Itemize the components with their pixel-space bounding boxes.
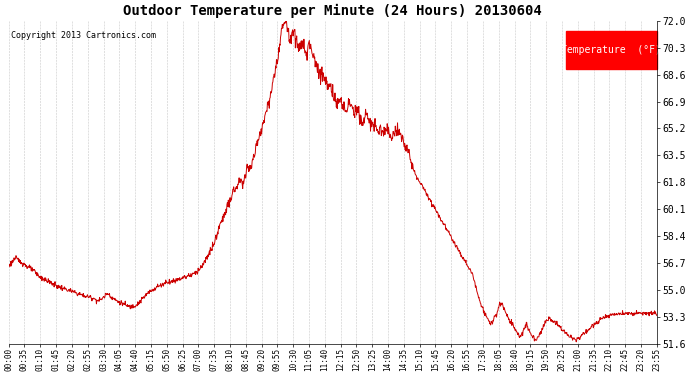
Line: Temperature  (°F): Temperature (°F)	[9, 20, 657, 342]
Text: Temperature  (°F): Temperature (°F)	[562, 45, 661, 55]
FancyBboxPatch shape	[566, 30, 657, 69]
Temperature  (°F)	[596, 315, 604, 320]
Temperature  (°F)	[148, 288, 156, 292]
Temperature  (°F)	[5, 265, 13, 270]
Temperature  (°F)	[275, 45, 283, 50]
Temperature  (°F)	[572, 340, 580, 344]
Temperature  (°F)	[282, 18, 290, 22]
Title: Outdoor Temperature per Minute (24 Hours) 20130604: Outdoor Temperature per Minute (24 Hours…	[124, 4, 542, 18]
Temperature  (°F)	[653, 313, 661, 318]
Text: Copyright 2013 Cartronics.com: Copyright 2013 Cartronics.com	[10, 30, 156, 39]
Temperature  (°F)	[259, 122, 267, 126]
Temperature  (°F)	[540, 324, 548, 329]
Temperature  (°F)	[433, 209, 442, 214]
